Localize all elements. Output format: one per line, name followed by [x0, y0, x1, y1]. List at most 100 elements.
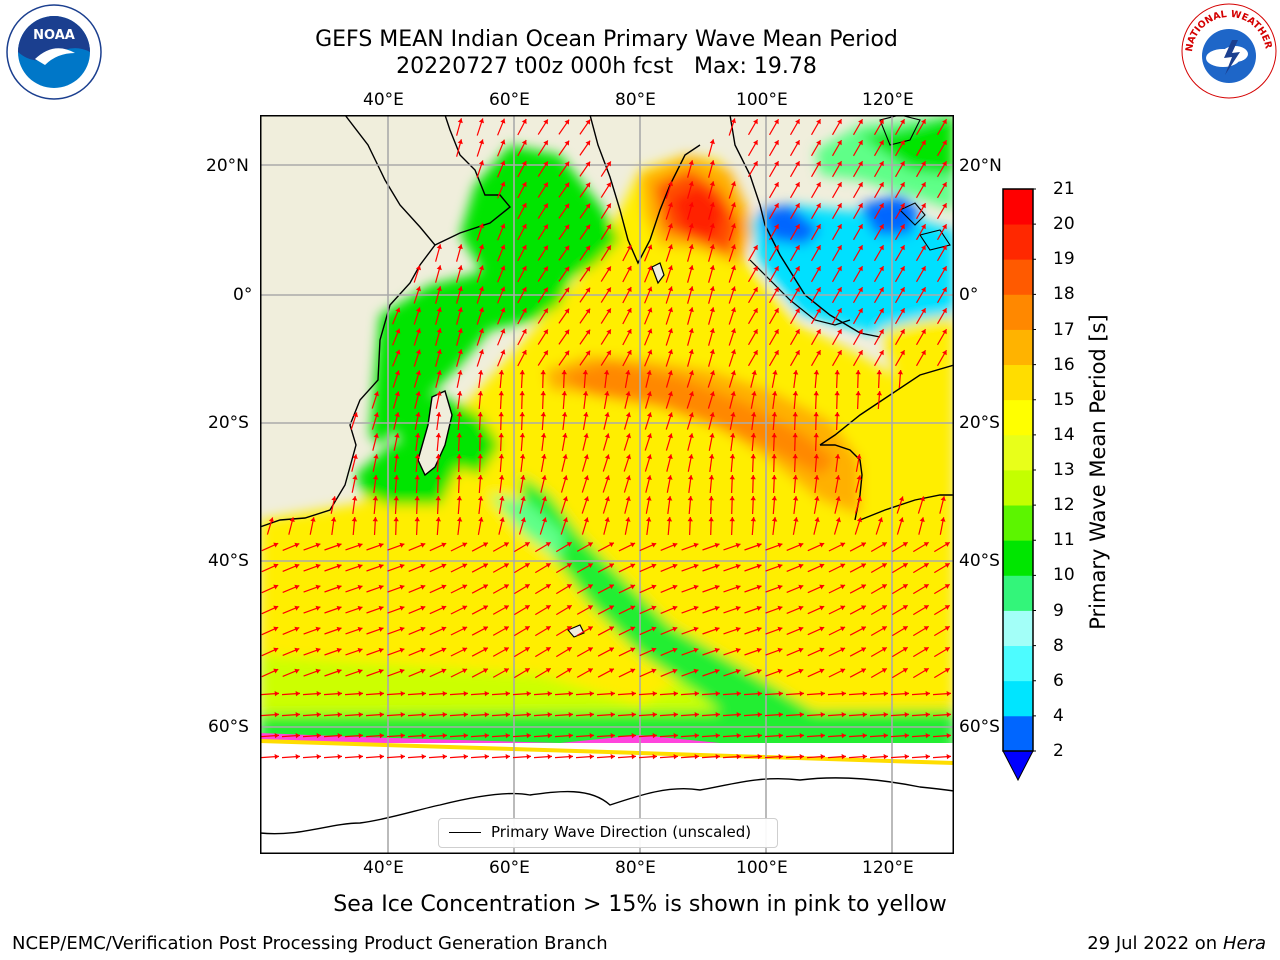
wave-arrow-head [585, 245, 591, 251]
wave-arrow-head [521, 119, 527, 124]
wave-arrow-head [942, 266, 947, 272]
wave-arrow-head [561, 391, 567, 396]
wave-arrow-head [457, 244, 463, 250]
wave-arrow-head [394, 433, 400, 438]
map-title: GEFS MEAN Indian Ocean Primary Wave Mean… [315, 27, 898, 52]
wave-arrow-head [771, 517, 778, 522]
wave-arrow-head [879, 245, 884, 251]
wave-arrow-head [688, 286, 694, 292]
footer-date: 29 Jul 2022 on Hera [1087, 933, 1266, 954]
wave-arrow-head [483, 584, 488, 590]
wave-arrow-head [858, 245, 863, 251]
wave-arrow-head [819, 584, 825, 590]
wave-arrow-head [900, 140, 905, 146]
wave-arrow-head [478, 328, 484, 334]
wave-arrow-head [900, 287, 905, 293]
wave-arrow-head [834, 370, 840, 375]
wave-arrow-head [609, 647, 614, 653]
wave-arrow-head [520, 517, 526, 523]
wave-arrow-head [942, 350, 947, 356]
wave-arrow-head [900, 350, 905, 356]
wave-arrow-head [625, 496, 631, 501]
wave-arrow-head [373, 475, 379, 480]
wave-arrow-head [798, 626, 804, 632]
wave-arrow-head [667, 202, 673, 208]
wave-arrow-head [457, 286, 463, 292]
wave-arrow-head [526, 712, 531, 718]
wave-arrow-head [631, 754, 636, 760]
wave-arrow-head [667, 286, 673, 292]
wave-arrow-head [436, 328, 442, 334]
wave-arrow-head [520, 496, 526, 501]
wave-arrow-head [881, 563, 887, 568]
noaa-logo-text: NOAA [33, 28, 75, 43]
wave-arrow-head [736, 691, 741, 697]
wave-arrow-head [316, 712, 321, 718]
wave-arrow-head [435, 454, 441, 459]
colorbar-tick-label: 2 [1053, 741, 1064, 761]
wave-arrow-head [693, 584, 699, 590]
wave-arrow-head [477, 454, 483, 459]
wave-arrow-head [688, 349, 694, 355]
wave-arrow-head [862, 754, 867, 760]
wave-arrow-head [709, 244, 715, 250]
wave-arrow-head [399, 584, 405, 590]
wave-arrow-head [315, 584, 321, 590]
wave-arrow-head [667, 496, 673, 501]
wave-arrow-head [337, 733, 342, 739]
wave-arrow-head [693, 668, 699, 674]
wave-arrow-head [295, 733, 300, 739]
lat-tick-right-20s: 20°S [959, 413, 1000, 433]
wave-arrow-head [415, 412, 421, 417]
wave-arrow-head [813, 475, 820, 480]
wave-arrow-head [904, 691, 909, 697]
wave-arrow-head [295, 754, 300, 760]
wave-arrow-head [736, 754, 741, 760]
wave-arrow-head [631, 691, 636, 697]
wave-arrow-head [756, 605, 762, 611]
wave-arrow-head [630, 563, 636, 569]
colorbar-segment [1003, 434, 1033, 471]
wave-arrow-head [816, 287, 821, 293]
wave-arrow-head [646, 412, 652, 418]
wave-arrow-head [566, 563, 572, 568]
wave-arrow-head [337, 712, 342, 718]
wave-arrow-head [816, 266, 821, 272]
wave-arrow-head [708, 496, 714, 501]
wave-arrow-head [585, 266, 591, 272]
wave-arrow-head [604, 454, 610, 460]
wave-arrow-head [463, 733, 468, 739]
wave-arrow-head [687, 517, 693, 522]
wave-arrow-head [400, 733, 405, 739]
wave-arrow-head [816, 329, 821, 335]
wave-arrow-head [667, 391, 673, 397]
wave-arrow-head [837, 182, 842, 188]
wave-arrow-head [795, 245, 800, 251]
wave-arrow-head [545, 668, 551, 673]
lon-tick-bottom-120e: 120°E [862, 858, 914, 878]
wave-arrow-head [902, 563, 908, 568]
wave-arrow-head [900, 203, 905, 209]
wave-arrow-head [378, 563, 384, 569]
wave-arrow-head [688, 223, 694, 229]
wave-arrow-head [587, 584, 593, 589]
wave-arrow-head [688, 370, 694, 376]
lat-tick-left-60s: 60°S [208, 717, 249, 737]
wave-arrow-head [505, 754, 510, 760]
wave-arrow-head [778, 754, 783, 760]
wave-arrow-head [498, 370, 505, 375]
wave-arrow-head [357, 626, 363, 632]
wave-arrow-head [709, 433, 715, 438]
wave-arrow-head [273, 626, 279, 632]
colorbar-tick-label: 9 [1053, 600, 1064, 621]
wave-arrow-head [478, 286, 484, 292]
wave-arrow-head [540, 391, 546, 396]
wave-arrow-head [414, 454, 421, 459]
colorbar-segment [1003, 680, 1033, 717]
wave-arrow-head [921, 182, 926, 188]
wave-arrow-head [837, 329, 842, 335]
wave-arrow-head [944, 626, 950, 631]
wave-arrow-head [646, 517, 652, 522]
wave-arrow-head [753, 161, 758, 167]
wave-arrow-head [921, 203, 926, 209]
